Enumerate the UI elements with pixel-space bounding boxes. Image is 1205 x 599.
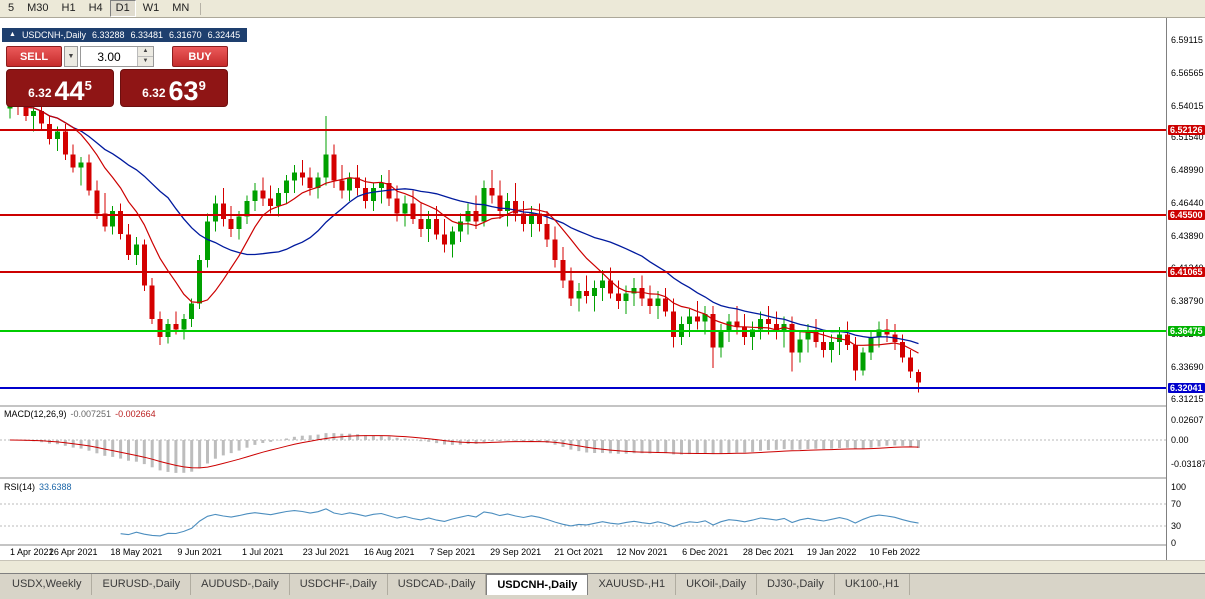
date-label: 26 Apr 2021 bbox=[48, 547, 98, 557]
buy-price-display: 6.32 63 9 bbox=[120, 69, 228, 107]
tab-usdchf-daily[interactable]: USDCHF-,Daily bbox=[290, 574, 388, 595]
tab-usdcnh-daily[interactable]: USDCNH-,Daily bbox=[486, 574, 589, 595]
price-tick-label: 6.59115 bbox=[1171, 35, 1203, 46]
timeframe-button-5[interactable]: 5 bbox=[8, 2, 15, 14]
tab-uk100-h1[interactable]: UK100-,H1 bbox=[835, 574, 911, 595]
date-label: 10 Feb 2022 bbox=[869, 547, 921, 557]
volume-decrease-button[interactable]: ▼ bbox=[138, 57, 153, 66]
ohlc-high: 6.33481 bbox=[130, 30, 164, 40]
chart-symbol-label: USDCNH-,Daily bbox=[21, 30, 86, 40]
macd-axis-label: 0.02607 bbox=[1171, 415, 1204, 425]
window-edge bbox=[0, 595, 1205, 599]
ohlc-close: 6.32445 bbox=[207, 30, 241, 40]
price-tick-label: 6.46440 bbox=[1171, 197, 1204, 208]
chart-title-bar: ▲ USDCNH-,Daily 6.33288 6.33481 6.31670 … bbox=[2, 28, 248, 42]
time-axis[interactable]: 1 Apr 2021 26 Apr 2021 18 May 2021 9 Jun 20… bbox=[0, 546, 1166, 560]
ohlc-low: 6.31670 bbox=[169, 30, 202, 40]
tab-ukoil-daily[interactable]: UKOil-,Daily bbox=[676, 574, 757, 595]
buy-price-big: 63 bbox=[168, 76, 199, 106]
timeframe-button-h1[interactable]: H1 bbox=[61, 2, 76, 14]
price-tick-label: 6.33690 bbox=[1171, 361, 1204, 372]
chart-canvas[interactable] bbox=[0, 18, 1166, 560]
volume-dropdown-button[interactable]: ▼ bbox=[64, 46, 78, 67]
timeframe-button-h4[interactable]: H4 bbox=[88, 2, 103, 14]
buy-price-sup: 9 bbox=[198, 78, 206, 93]
sell-price-display: 6.32 44 5 bbox=[6, 69, 114, 107]
macd-main-value: -0.007251 bbox=[70, 409, 112, 419]
price-tick-label: 6.43890 bbox=[1171, 230, 1204, 241]
date-label: 18 May 2021 bbox=[110, 547, 163, 557]
timeframe-button-w1[interactable]: W1 bbox=[142, 2, 160, 14]
macd-name: MACD(12,26,9) bbox=[4, 409, 67, 419]
price-tick-label: 6.51540 bbox=[1171, 132, 1204, 143]
rsi-value: 33.6388 bbox=[39, 482, 72, 492]
timeframe-button-mn[interactable]: MN bbox=[172, 2, 190, 14]
price-line-badge: 6.36475 bbox=[1168, 325, 1205, 336]
timeframe-button-m30[interactable]: M30 bbox=[27, 2, 49, 14]
price-tick-label: 6.48990 bbox=[1171, 165, 1204, 176]
toolbar-divider bbox=[200, 2, 202, 15]
date-label: 7 Sep 2021 bbox=[429, 547, 476, 557]
sell-price-sup: 5 bbox=[84, 78, 92, 93]
volume-field: ▲ ▼ bbox=[80, 46, 154, 67]
date-label: 28 Dec 2021 bbox=[742, 547, 794, 557]
date-label: 23 Jul 2021 bbox=[302, 547, 350, 557]
price-tick-label: 6.56565 bbox=[1171, 67, 1204, 78]
rsi-indicator-title: RSI(14) 33.6388 bbox=[4, 482, 72, 492]
tab-usdx-weekly[interactable]: USDX,Weekly bbox=[2, 574, 93, 595]
date-label: 12 Nov 2021 bbox=[616, 547, 668, 557]
price-axis[interactable]: 6.59115 6.56565 6.54015 6.51540 6.48990 6.464… bbox=[1166, 18, 1205, 560]
date-label: 16 Aug 2021 bbox=[363, 547, 415, 557]
price-line-badge: 6.32041 bbox=[1168, 382, 1205, 393]
volume-input[interactable] bbox=[81, 47, 137, 66]
tab-xauusd-h1[interactable]: XAUUSD-,H1 bbox=[588, 574, 677, 595]
buy-price-prefix: 6.32 bbox=[142, 86, 166, 100]
ohlc-open: 6.33288 bbox=[91, 30, 125, 40]
timeframe-toolbar: 5 M30 H1 H4 D1 W1 MN bbox=[0, 0, 1205, 18]
sell-price-prefix: 6.32 bbox=[28, 86, 52, 100]
tab-dj30-daily[interactable]: DJ30-,Daily bbox=[757, 574, 835, 595]
rsi-axis-label: 0 bbox=[1171, 538, 1177, 548]
price-line-badge: 6.45500 bbox=[1168, 210, 1205, 220]
macd-signal-value: -0.002664 bbox=[115, 409, 156, 419]
triangle-icon: ▲ bbox=[9, 31, 16, 38]
date-label: 1 Apr 2021 bbox=[10, 547, 54, 557]
tab-audusd-daily[interactable]: AUDUSD-,Daily bbox=[191, 574, 290, 595]
sell-button[interactable]: SELL bbox=[6, 46, 62, 67]
rsi-name: RSI(14) bbox=[4, 482, 36, 492]
price-tick-label: 6.54015 bbox=[1171, 100, 1204, 111]
volume-increase-button[interactable]: ▲ bbox=[138, 47, 153, 57]
date-label: 1 Jul 2021 bbox=[242, 547, 284, 557]
price-tick-label: 6.38790 bbox=[1171, 296, 1204, 307]
chart-bottom-strip bbox=[0, 560, 1205, 573]
price-line-badge: 6.52126 bbox=[1168, 124, 1205, 135]
price-line-badge: 6.41065 bbox=[1168, 266, 1205, 277]
tab-eurusd-daily[interactable]: EURUSD-,Daily bbox=[92, 574, 192, 595]
timeframe-button-d1[interactable]: D1 bbox=[109, 0, 136, 17]
macd-axis-label: -0.03187 bbox=[1171, 459, 1205, 470]
chart-tabs: USDX,Weekly EURUSD-,Daily AUDUSD-,Daily USD… bbox=[0, 573, 1205, 595]
chevron-down-icon: ▼ bbox=[67, 53, 75, 60]
date-label: 6 Dec 2021 bbox=[682, 547, 729, 557]
date-label: 19 Jan 2022 bbox=[806, 547, 857, 557]
macd-indicator-title: MACD(12,26,9) -0.007251 -0.002664 bbox=[4, 409, 156, 419]
buy-button[interactable]: BUY bbox=[172, 46, 228, 67]
price-tick-label: 6.31215 bbox=[1171, 393, 1204, 404]
rsi-axis-label: 70 bbox=[1171, 498, 1182, 509]
one-click-trading-panel: SELL ▼ ▲ ▼ BUY 6.32 44 5 6.32 63 bbox=[6, 46, 228, 107]
rsi-axis-label: 100 bbox=[1171, 482, 1187, 492]
sell-price-big: 44 bbox=[54, 76, 85, 106]
macd-axis-label: 0.00 bbox=[1171, 435, 1189, 445]
date-label: 9 Jun 2021 bbox=[177, 547, 222, 557]
tab-usdcad-daily[interactable]: USDCAD-,Daily bbox=[388, 574, 487, 595]
date-label: 21 Oct 2021 bbox=[554, 547, 604, 557]
date-label: 29 Sep 2021 bbox=[490, 547, 542, 557]
rsi-axis-label: 30 bbox=[1171, 521, 1182, 532]
